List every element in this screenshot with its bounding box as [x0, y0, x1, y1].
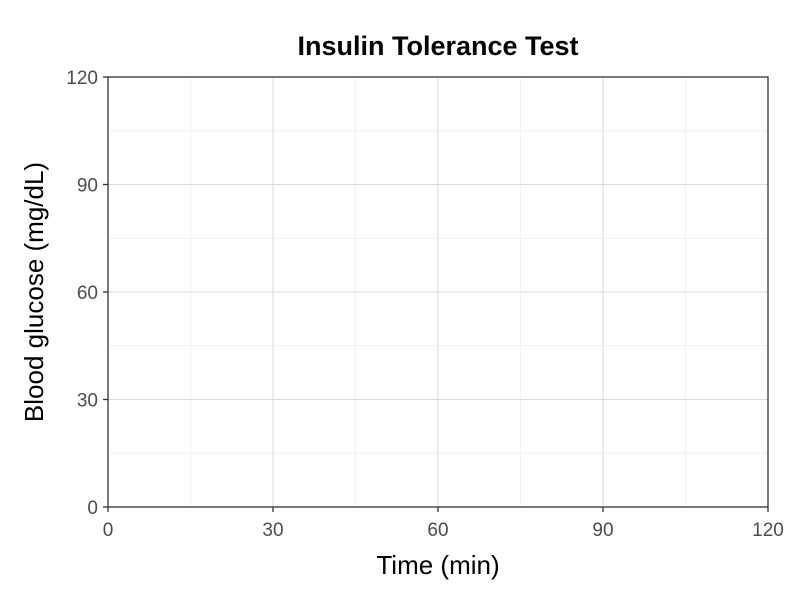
x-tick-label: 90 — [592, 520, 613, 541]
y-tick-label: 0 — [87, 498, 98, 519]
y-tick-label: 120 — [66, 68, 98, 89]
major-grid — [107, 76, 769, 508]
y-tick-label: 90 — [77, 176, 98, 197]
x-tick-label: 120 — [752, 520, 784, 541]
x-axis-title: Time (min) — [376, 550, 499, 580]
y-tick-label: 30 — [77, 391, 98, 412]
x-tick-label: 0 — [103, 520, 114, 541]
x-tick-label: 60 — [427, 520, 448, 541]
x-tick-label: 30 — [262, 520, 283, 541]
y-axis-title: Blood glucose (mg/dL) — [19, 162, 49, 422]
tick-labels: 0 30 60 90 120 0 30 60 90 120 — [66, 68, 784, 541]
axis-ticks — [103, 76, 769, 512]
y-tick-label: 60 — [77, 283, 98, 304]
chart-title: Insulin Tolerance Test — [297, 31, 578, 61]
